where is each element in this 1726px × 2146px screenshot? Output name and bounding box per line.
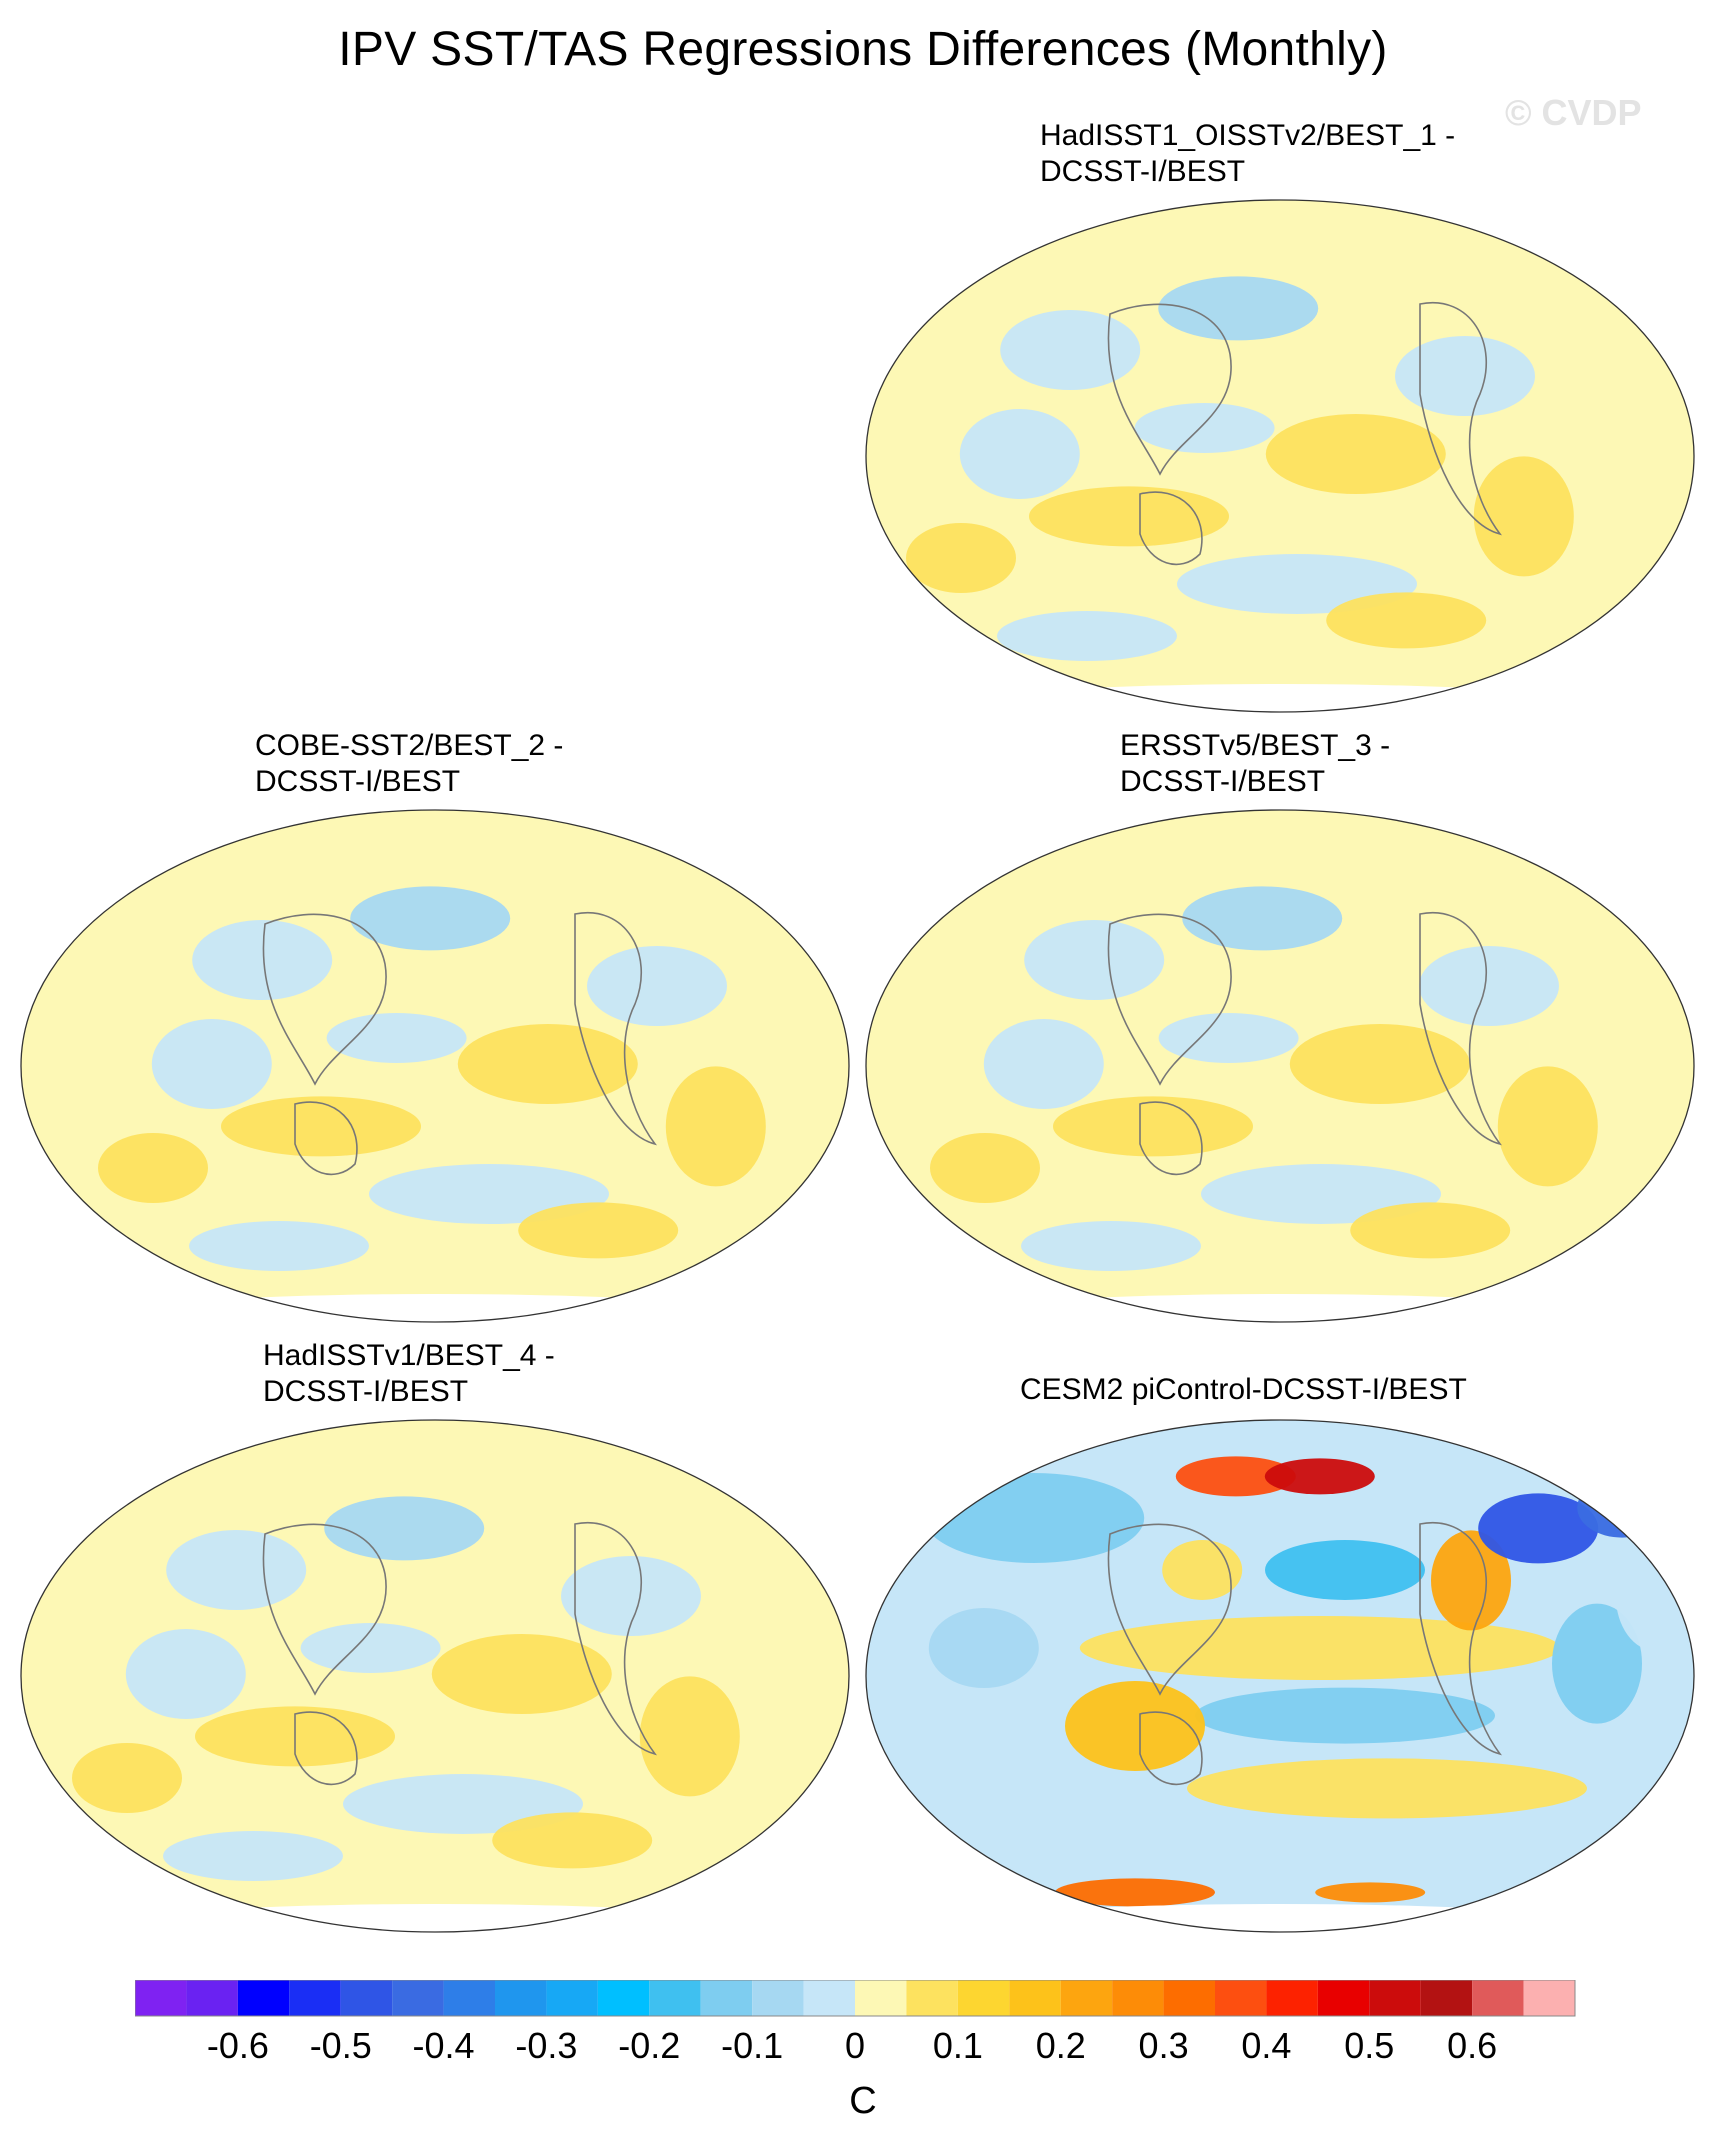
colorbar-swatch <box>1420 1980 1473 2016</box>
colorbar-swatch <box>495 1980 547 2016</box>
colorbar-swatch <box>186 1980 238 2016</box>
colorbar-tick-label: -0.6 <box>207 2025 269 2066</box>
colorbar-swatch <box>1523 1980 1575 2016</box>
panel-2-map <box>20 809 850 1323</box>
colorbar-swatch <box>237 1980 290 2016</box>
figure-title: IPV SST/TAS Regressions Differences (Mon… <box>338 23 1388 76</box>
colorbar-tick-label: -0.1 <box>721 2025 783 2066</box>
colorbar-tick-label: 0.3 <box>1139 2025 1189 2066</box>
colorbar-swatch <box>649 1980 701 2016</box>
colorbar-swatch <box>1472 1980 1524 2016</box>
colorbar-swatch <box>1163 1980 1215 2016</box>
colorbar-swatch <box>135 1980 187 2016</box>
colorbar-tick-label: -0.2 <box>618 2025 680 2066</box>
panel-1-map <box>865 199 1695 713</box>
colorbar-swatch <box>752 1980 804 2016</box>
colorbar-tick-label: 0.4 <box>1241 2025 1291 2066</box>
colorbar-swatch <box>1317 1980 1370 2016</box>
panel-3-title-line2: DCSST-I/BEST <box>1120 765 1326 798</box>
panel-3-map <box>865 809 1695 1323</box>
colorbar-swatch <box>906 1980 958 2016</box>
panel-5-title-line1: CESM2 piControl-DCSST-I/BEST <box>1020 1373 1467 1406</box>
colorbar-tick-label: 0.6 <box>1447 2025 1497 2066</box>
panel-4-map <box>20 1419 850 1933</box>
panel-2-title: COBE-SST2/BEST_2 - DCSST-I/BEST <box>255 728 563 800</box>
colorbar-swatch <box>546 1980 598 2016</box>
panel-1-title: HadISST1_OISSTv2/BEST_1 - DCSST-I/BEST <box>1040 118 1455 190</box>
cvdp-watermark: © CVDP <box>1505 92 1642 133</box>
panel-3-title-line1: ERSSTv5/BEST_3 - <box>1120 729 1391 762</box>
colorbar-swatch <box>1266 1980 1318 2016</box>
panel-4-title-line1: HadISSTv1/BEST_4 - <box>263 1339 555 1372</box>
colorbar-swatch <box>443 1980 495 2016</box>
map-panel-5: CESM2 piControl-DCSST-I/BEST <box>860 1338 1700 1958</box>
colorbar-tick-label: -0.3 <box>515 2025 577 2066</box>
colorbar-swatch <box>1215 1980 1267 2016</box>
panel-4-title: HadISSTv1/BEST_4 - DCSST-I/BEST <box>263 1338 555 1410</box>
colorbar-swatch <box>957 1980 1010 2016</box>
panel-3-title: ERSSTv5/BEST_3 - DCSST-I/BEST <box>1120 728 1390 800</box>
colorbar-tick-label: 0 <box>845 2025 865 2066</box>
colorbar-tick-label: 0.2 <box>1036 2025 1086 2066</box>
panel-1-title-line1: HadISST1_OISSTv2/BEST_1 - <box>1040 119 1456 152</box>
colorbar-swatch <box>597 1980 650 2016</box>
colorbar-tick-label: -0.4 <box>413 2025 475 2066</box>
colorbar-swatch <box>700 1980 753 2016</box>
colorbar-swatch <box>855 1980 907 2016</box>
colorbar-tick-label: 0.5 <box>1344 2025 1394 2066</box>
colorbar-swatch <box>340 1980 393 2016</box>
colorbar-swatch <box>392 1980 444 2016</box>
panel-5-map <box>865 1419 1695 1933</box>
colorbar-swatch <box>1060 1980 1113 2016</box>
colorbar-swatch <box>1369 1980 1421 2016</box>
map-panel-4: HadISSTv1/BEST_4 - DCSST-I/BEST <box>15 1338 855 1958</box>
colorbar-tick-label: -0.5 <box>310 2025 372 2066</box>
colorbar-swatch <box>1112 1980 1164 2016</box>
panel-4-title-line2: DCSST-I/BEST <box>263 1375 469 1408</box>
map-panel-3: ERSSTv5/BEST_3 - DCSST-I/BEST <box>860 728 1700 1348</box>
colorbar-swatch <box>803 1980 855 2016</box>
panel-2-title-line1: COBE-SST2/BEST_2 - <box>255 729 564 762</box>
map-panel-2: COBE-SST2/BEST_2 - DCSST-I/BEST <box>15 728 855 1348</box>
colorbar-swatch <box>1009 1980 1061 2016</box>
panel-1-title-line2: DCSST-I/BEST <box>1040 155 1246 188</box>
colorbar-swatch <box>289 1980 341 2016</box>
panel-5-title: CESM2 piControl-DCSST-I/BEST <box>1020 1372 1467 1408</box>
map-panel-1: HadISST1_OISSTv2/BEST_1 - DCSST-I/BEST <box>860 118 1700 738</box>
colorbar-tick-label: 0.1 <box>933 2025 983 2066</box>
panel-2-title-line2: DCSST-I/BEST <box>255 765 461 798</box>
colorbar: -0.6 -0.5 -0.4 -0.3 -0.2 -0.1 0 0.1 0.2 0.3 0.4 0.5… <box>135 1980 1576 2066</box>
colorbar-units: C <box>849 2080 877 2122</box>
